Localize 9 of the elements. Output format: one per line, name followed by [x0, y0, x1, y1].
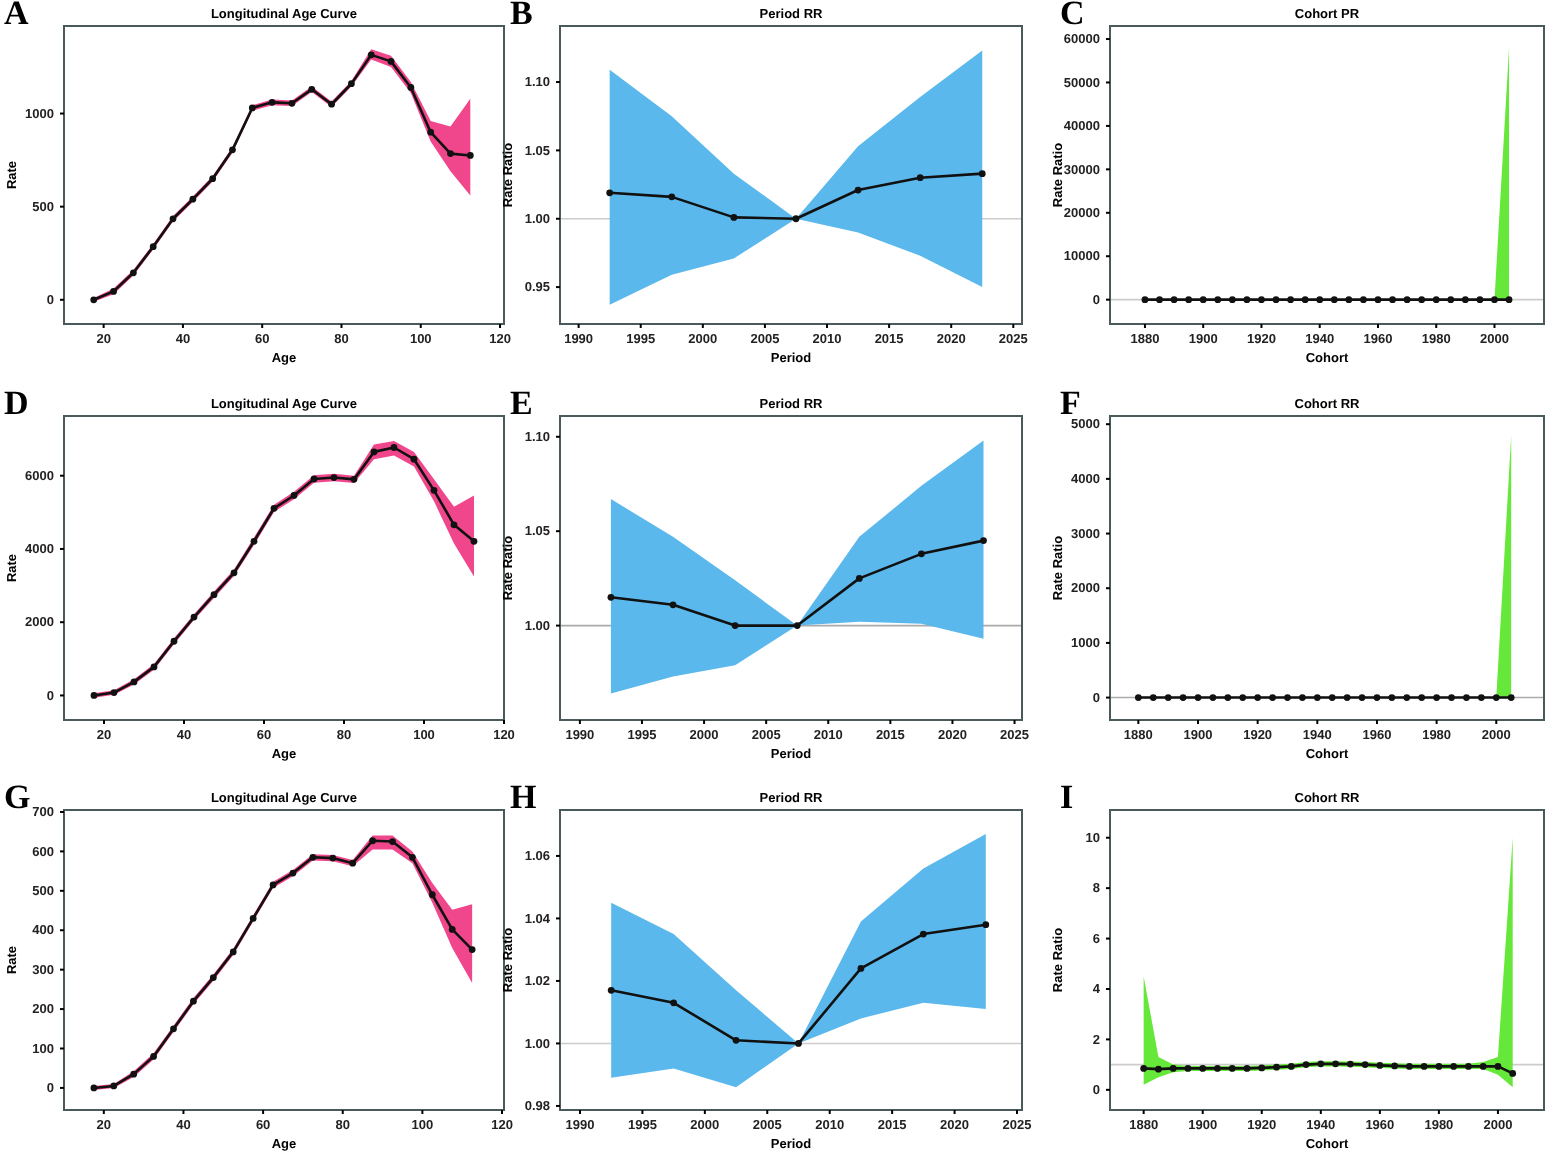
text: I: [1060, 778, 1074, 816]
text: E: [510, 384, 533, 422]
text: A: [4, 0, 30, 32]
text: D: [4, 384, 29, 422]
text: G: [4, 778, 31, 816]
text: B: [510, 0, 533, 32]
text: F: [1060, 384, 1081, 422]
text: H: [510, 778, 537, 816]
text: C: [1060, 0, 1085, 32]
